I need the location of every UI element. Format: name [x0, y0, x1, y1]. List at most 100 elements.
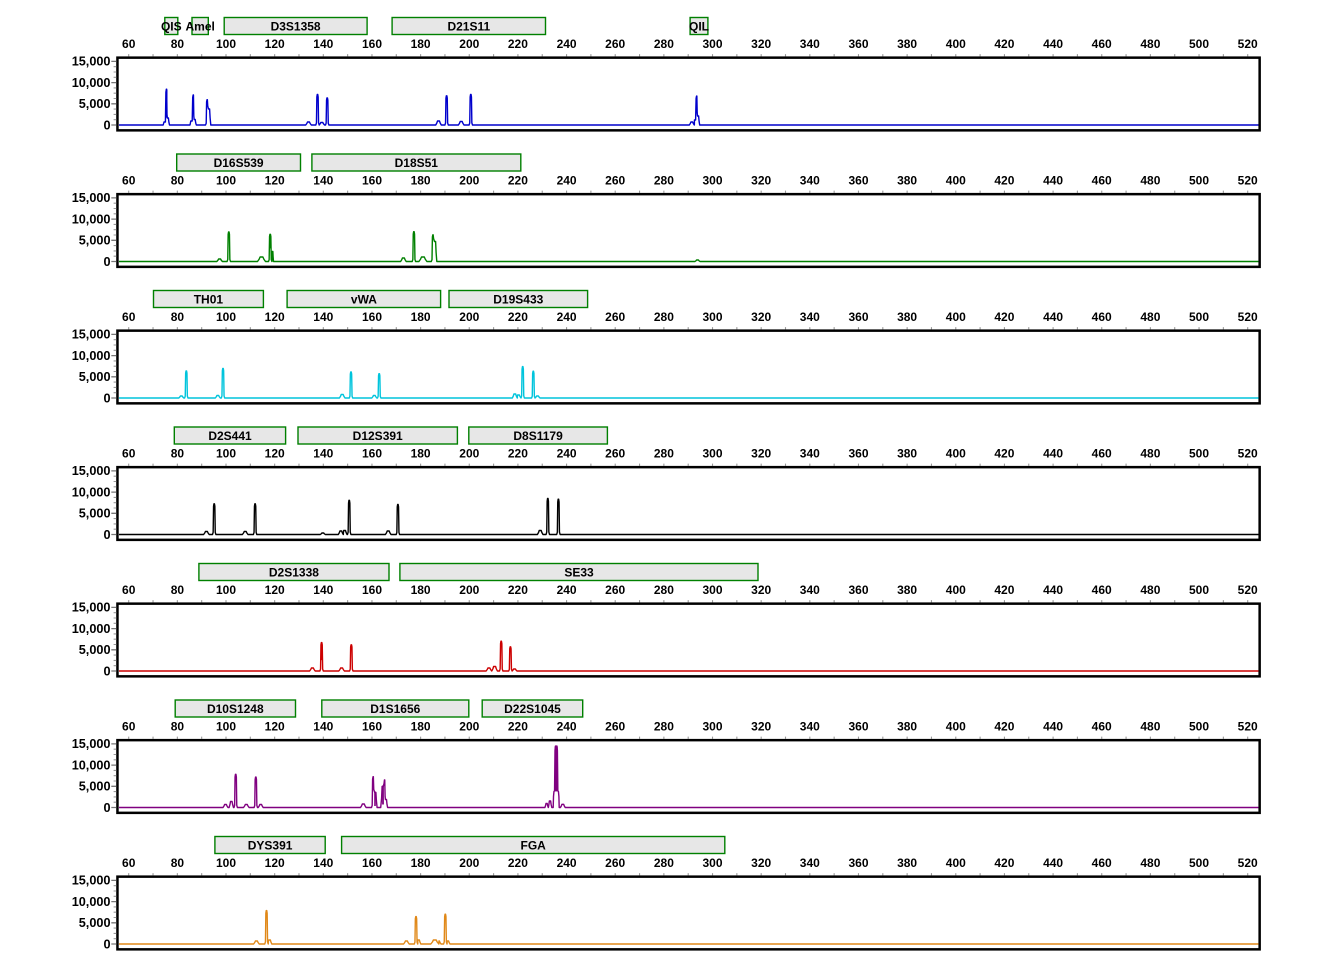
svg-text:140: 140 — [313, 719, 333, 733]
svg-text:160: 160 — [362, 446, 382, 460]
svg-text:5,000: 5,000 — [79, 234, 111, 248]
svg-text:180: 180 — [411, 856, 431, 870]
svg-text:120: 120 — [265, 446, 285, 460]
svg-text:240: 240 — [557, 583, 577, 597]
svg-text:300: 300 — [702, 583, 722, 597]
svg-text:160: 160 — [362, 173, 382, 187]
svg-text:400: 400 — [946, 583, 966, 597]
svg-text:360: 360 — [848, 173, 868, 187]
svg-text:260: 260 — [605, 173, 625, 187]
svg-text:140: 140 — [313, 173, 333, 187]
svg-text:D16S539: D16S539 — [214, 156, 264, 170]
svg-text:180: 180 — [411, 583, 431, 597]
svg-text:15,000: 15,000 — [72, 55, 111, 69]
svg-text:0: 0 — [103, 255, 110, 269]
svg-text:480: 480 — [1140, 446, 1160, 460]
svg-text:520: 520 — [1238, 856, 1258, 870]
svg-text:520: 520 — [1238, 446, 1258, 460]
svg-text:500: 500 — [1189, 583, 1209, 597]
svg-text:320: 320 — [751, 446, 771, 460]
svg-text:180: 180 — [411, 37, 431, 51]
svg-text:440: 440 — [1043, 856, 1063, 870]
svg-text:500: 500 — [1189, 856, 1209, 870]
svg-text:280: 280 — [654, 719, 674, 733]
svg-text:15,000: 15,000 — [72, 601, 111, 615]
svg-text:D10S1248: D10S1248 — [207, 702, 264, 716]
svg-text:360: 360 — [848, 856, 868, 870]
svg-text:500: 500 — [1189, 446, 1209, 460]
svg-text:60: 60 — [122, 583, 136, 597]
svg-text:15,000: 15,000 — [72, 464, 111, 478]
svg-text:180: 180 — [411, 173, 431, 187]
svg-text:380: 380 — [897, 719, 917, 733]
svg-text:420: 420 — [994, 856, 1014, 870]
svg-text:480: 480 — [1140, 173, 1160, 187]
svg-text:440: 440 — [1043, 719, 1063, 733]
svg-text:200: 200 — [459, 310, 479, 324]
svg-text:15,000: 15,000 — [72, 737, 111, 751]
svg-text:260: 260 — [605, 856, 625, 870]
svg-text:240: 240 — [557, 173, 577, 187]
svg-text:Amel: Amel — [186, 20, 215, 34]
svg-text:520: 520 — [1238, 37, 1258, 51]
svg-text:140: 140 — [313, 310, 333, 324]
svg-text:vWA: vWA — [351, 293, 377, 307]
svg-text:80: 80 — [171, 37, 185, 51]
svg-text:D12S391: D12S391 — [353, 429, 403, 443]
svg-text:500: 500 — [1189, 310, 1209, 324]
svg-text:140: 140 — [313, 856, 333, 870]
svg-text:460: 460 — [1092, 583, 1112, 597]
svg-text:TH01: TH01 — [194, 293, 224, 307]
svg-text:440: 440 — [1043, 173, 1063, 187]
svg-text:420: 420 — [994, 719, 1014, 733]
svg-text:420: 420 — [994, 583, 1014, 597]
svg-text:320: 320 — [751, 719, 771, 733]
svg-text:460: 460 — [1092, 446, 1112, 460]
svg-text:480: 480 — [1140, 583, 1160, 597]
svg-text:340: 340 — [800, 310, 820, 324]
svg-text:15,000: 15,000 — [72, 874, 111, 888]
svg-text:360: 360 — [848, 310, 868, 324]
svg-text:240: 240 — [557, 446, 577, 460]
svg-text:420: 420 — [994, 173, 1014, 187]
svg-text:320: 320 — [751, 37, 771, 51]
svg-text:120: 120 — [265, 719, 285, 733]
svg-text:260: 260 — [605, 719, 625, 733]
svg-text:280: 280 — [654, 583, 674, 597]
svg-text:320: 320 — [751, 173, 771, 187]
svg-text:5,000: 5,000 — [79, 916, 111, 930]
svg-text:60: 60 — [122, 310, 136, 324]
svg-text:360: 360 — [848, 37, 868, 51]
svg-text:160: 160 — [362, 310, 382, 324]
svg-text:80: 80 — [171, 719, 185, 733]
svg-text:480: 480 — [1140, 856, 1160, 870]
svg-text:D1S1656: D1S1656 — [370, 702, 420, 716]
svg-text:400: 400 — [946, 719, 966, 733]
svg-text:520: 520 — [1238, 583, 1258, 597]
svg-text:QIS: QIS — [161, 20, 182, 34]
svg-text:100: 100 — [216, 310, 236, 324]
svg-text:480: 480 — [1140, 719, 1160, 733]
svg-text:120: 120 — [265, 310, 285, 324]
svg-text:520: 520 — [1238, 310, 1258, 324]
svg-text:460: 460 — [1092, 719, 1112, 733]
svg-text:200: 200 — [459, 37, 479, 51]
svg-text:420: 420 — [994, 446, 1014, 460]
svg-text:340: 340 — [800, 446, 820, 460]
svg-text:0: 0 — [103, 801, 110, 815]
svg-text:300: 300 — [702, 719, 722, 733]
svg-text:0: 0 — [103, 937, 110, 951]
svg-text:200: 200 — [459, 173, 479, 187]
svg-text:15,000: 15,000 — [72, 191, 111, 205]
svg-text:5,000: 5,000 — [79, 370, 111, 384]
svg-text:220: 220 — [508, 310, 528, 324]
svg-text:10,000: 10,000 — [72, 485, 111, 499]
svg-text:200: 200 — [459, 719, 479, 733]
svg-text:60: 60 — [122, 719, 136, 733]
svg-text:80: 80 — [171, 446, 185, 460]
svg-text:QIL: QIL — [689, 20, 709, 34]
svg-text:360: 360 — [848, 583, 868, 597]
svg-text:100: 100 — [216, 37, 236, 51]
svg-text:320: 320 — [751, 583, 771, 597]
svg-text:340: 340 — [800, 37, 820, 51]
